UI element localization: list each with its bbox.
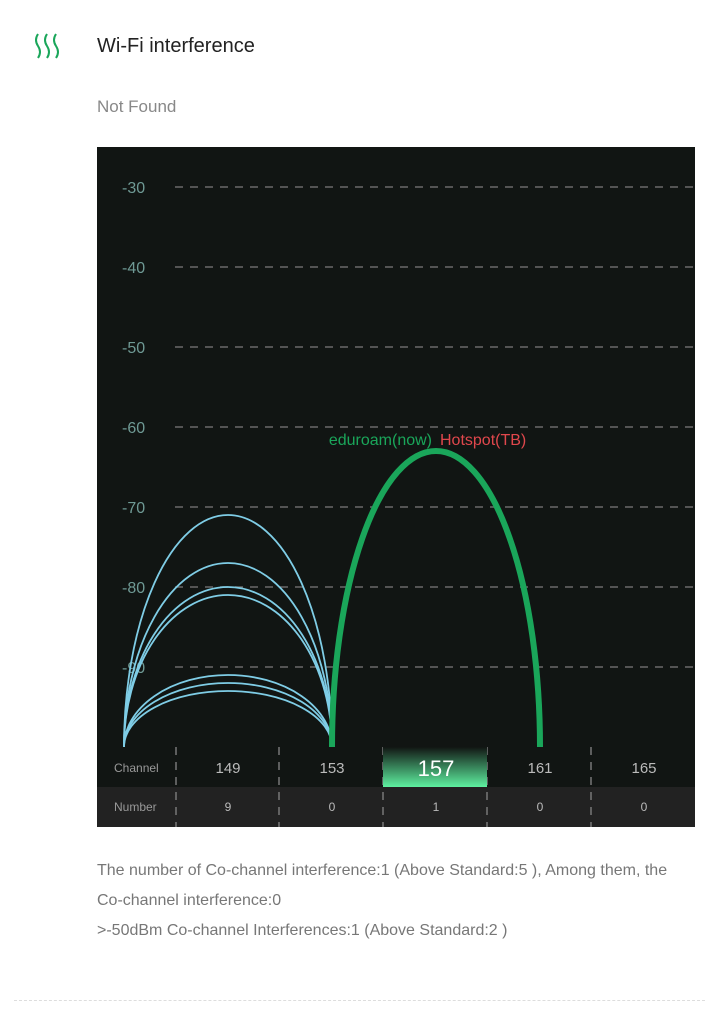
status-text: Not Found: [97, 97, 177, 116]
channel-label: 161: [527, 760, 552, 777]
y-tick-label: -30: [122, 180, 145, 197]
y-tick-label: -70: [122, 500, 145, 517]
channel-label: 149: [215, 760, 240, 777]
number-row-label: Number: [114, 800, 157, 814]
neighbor-signal-arc: [123, 682, 333, 748]
description-line-1: The number of Co-channel interference:1 …: [97, 862, 668, 909]
number-row: [97, 787, 695, 827]
channel-count: 1: [433, 800, 440, 814]
wifi-interference-icon: [35, 33, 59, 59]
channel-count: 0: [329, 800, 336, 814]
y-tick-label: -80: [122, 580, 145, 597]
channel-count: 0: [537, 800, 544, 814]
neighbor-signal-arc: [123, 586, 333, 748]
neighbor-signal-arc: [123, 594, 333, 748]
neighbor-signal-arc: [123, 514, 333, 748]
channel-label: 153: [319, 760, 344, 777]
y-tick-label: -60: [122, 420, 145, 437]
section-title: Wi-Fi interference: [97, 35, 255, 57]
neighbor-signal-arc: [123, 562, 333, 748]
neighbor-signal-arc: [123, 690, 333, 748]
y-tick-label: -50: [122, 340, 145, 357]
current-network-label: eduroam(now): [329, 432, 432, 449]
channel-count: 0: [641, 800, 648, 814]
channel-row-label: Channel: [114, 761, 159, 775]
selected-channel-highlight: [383, 747, 487, 787]
channel-label: 165: [631, 760, 656, 777]
neighbor-signal-arc: [123, 674, 333, 748]
y-tick-label: -40: [122, 260, 145, 277]
divider: [14, 1000, 705, 1001]
channel-count: 9: [225, 800, 232, 814]
hotspot-network-label: Hotspot(TB): [440, 432, 526, 449]
interference-description: The number of Co-channel interference:1 …: [97, 856, 677, 946]
current-signal-arc: [329, 448, 543, 748]
description-line-2: >-50dBm Co-channel Interferences:1 (Abov…: [97, 922, 508, 939]
channel-label: 157: [418, 756, 455, 781]
